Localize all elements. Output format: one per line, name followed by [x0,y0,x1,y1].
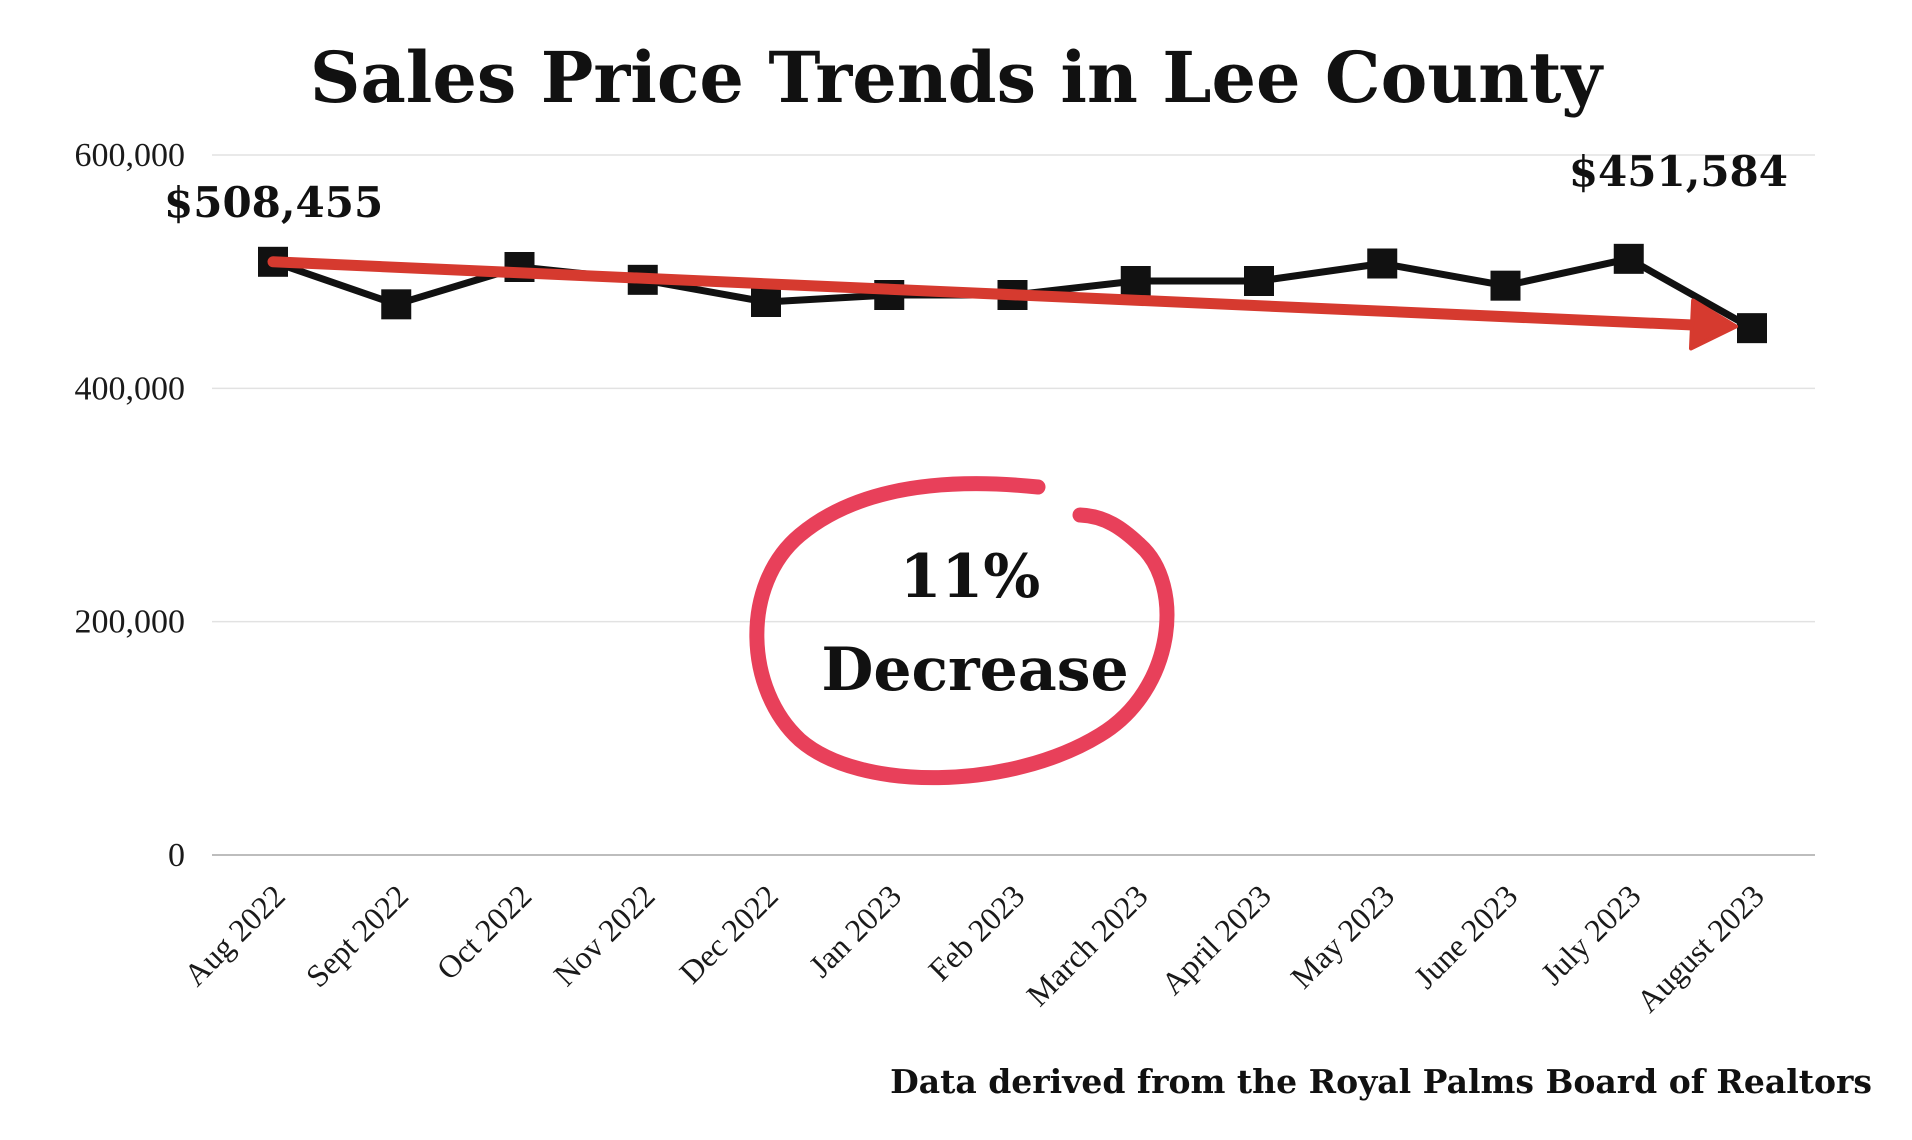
decrease-badge: 11% Decrease [749,476,1175,786]
x-tick-label: Aug 2022 [177,877,292,992]
y-tick-label: 600,000 [75,137,186,174]
y-tick-label: 400,000 [75,370,186,407]
x-tick-label: Sept 2022 [299,877,416,994]
source-note: Data derived from the Royal Palms Board … [890,1062,1872,1101]
data-point-marker [1613,243,1644,274]
data-point-marker [1490,270,1521,301]
x-tick-label: July 2023 [1534,877,1648,991]
start-value-label: $508,455 [164,178,383,227]
x-tick-label: June 2023 [1407,877,1525,995]
data-point-marker [1737,313,1767,344]
badge-label: Decrease [821,635,1128,705]
y-tick-label: 200,000 [75,604,186,641]
badge-circle [749,476,1175,786]
data-point-marker [1120,266,1151,296]
x-tick-label: Nov 2022 [546,877,661,992]
x-tick-label: August 2023 [1629,877,1771,1019]
x-tick-label: May 2023 [1283,877,1401,995]
trend-arrow-head [1688,298,1738,351]
y-axis-ticks: 600,000 400,000 200,000 0 [75,137,186,874]
x-tick-label: April 2023 [1154,877,1278,1001]
x-tick-label: Feb 2023 [921,877,1031,987]
data-point-marker [751,287,781,317]
chart-title: Sales Price Trends in Lee County [310,36,1605,119]
gridlines [212,154,1815,856]
trend-layer [267,256,1738,351]
x-tick-label: Dec 2022 [672,877,785,990]
x-tick-label: Oct 2022 [429,877,538,986]
x-axis-ticks: Aug 2022 Sept 2022 Oct 2022 Nov 2022 Dec 202… [177,877,1771,1019]
trend-arrow-line [267,256,1724,332]
data-point-marker [1367,248,1398,279]
x-tick-label: Jan 2023 [802,877,909,984]
end-value-label: $451,584 [1569,147,1788,196]
y-tick-label: 0 [168,837,185,874]
data-point-marker [1244,266,1274,296]
badge-percent: 11% [900,542,1041,612]
data-point-marker [381,289,412,320]
x-tick-label: March 2023 [1019,877,1154,1012]
